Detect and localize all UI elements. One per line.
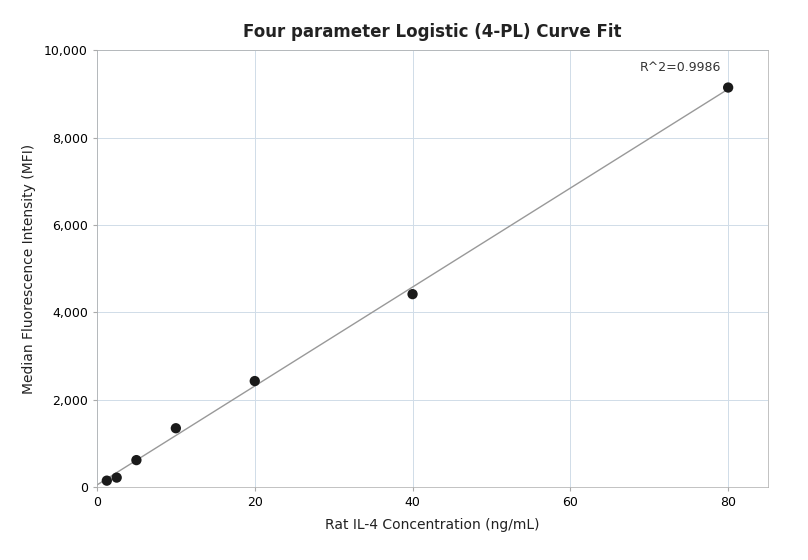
Point [170,424,183,433]
Point [722,83,734,92]
Point [248,376,261,385]
Title: Four parameter Logistic (4-PL) Curve Fit: Four parameter Logistic (4-PL) Curve Fit [243,22,621,40]
Point [130,456,143,465]
Text: R^2=0.9986: R^2=0.9986 [640,62,722,74]
Point [406,290,419,298]
Y-axis label: Median Fluorescence Intensity (MFI): Median Fluorescence Intensity (MFI) [22,144,36,394]
Point [110,473,123,482]
X-axis label: Rat IL-4 Concentration (ng/mL): Rat IL-4 Concentration (ng/mL) [325,517,540,531]
Point [100,476,113,485]
